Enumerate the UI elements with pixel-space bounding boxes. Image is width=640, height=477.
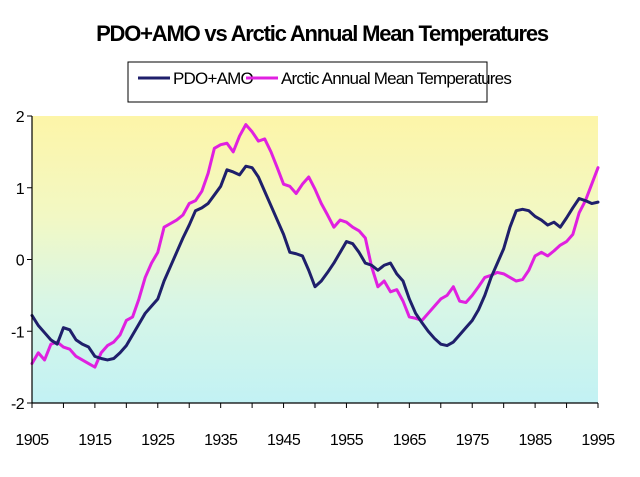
y-tick-label: -1 [11,324,25,341]
x-tick-label: 1905 [15,432,49,449]
y-tick-label: 0 [16,253,25,270]
x-tick-label: 1945 [267,432,301,449]
axes [27,115,599,408]
legend-label-pdo-amo: PDO+AMO [173,69,253,88]
y-tick-label: -2 [11,396,25,413]
x-tick-label: 1935 [204,432,238,449]
series-line-arctic-temp [30,123,600,369]
chart-legend: PDO+AMO Arctic Annual Mean Temperatures [127,61,512,103]
x-tick-label: 1975 [456,432,490,449]
x-tick-label: 1915 [78,432,112,449]
chart-title: PDO+AMO vs Arctic Annual Mean Temperatur… [96,21,549,46]
x-tick-label: 1955 [330,432,364,449]
legend-box [127,61,488,103]
legend-label-arctic-temp: Arctic Annual Mean Temperatures [281,69,511,88]
series-layer [30,123,600,369]
x-tick-label: 1965 [393,432,427,449]
x-tick-label: 1995 [581,432,615,449]
x-tick-label: 1925 [141,432,175,449]
series-line-pdo-amo [30,164,600,362]
y-tick-label: 1 [16,181,25,198]
y-tick-label: 2 [16,109,25,126]
tick-labels: 2 1 0 -1 -2 1905 1915 1925 1935 1945 1955 1965 1975 1… [11,109,616,449]
x-tick-label: 1985 [519,432,553,449]
plot-area [32,116,598,403]
